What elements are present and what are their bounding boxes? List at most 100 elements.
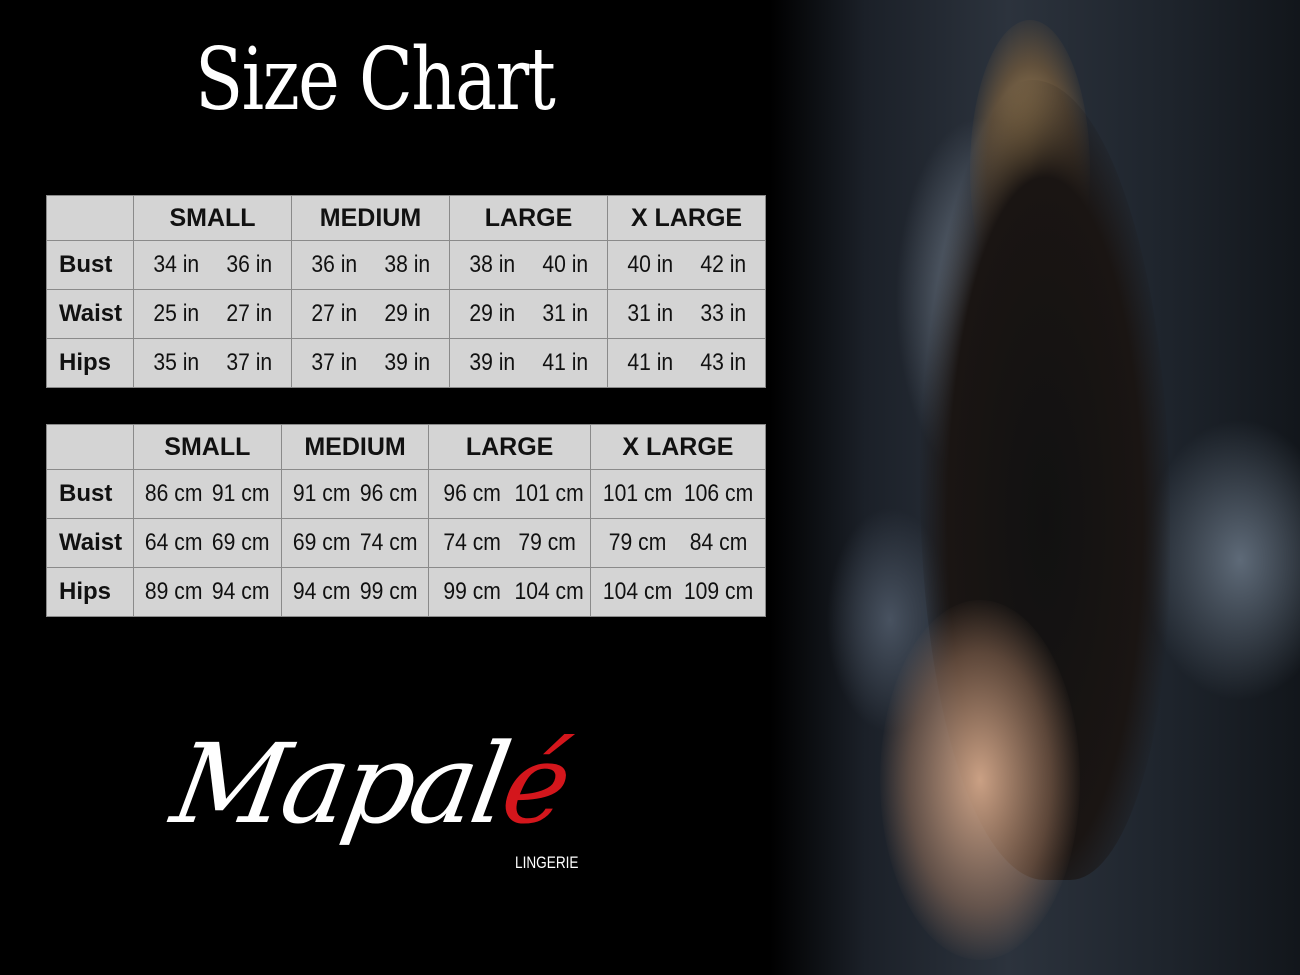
size-header: SMALL (133, 424, 282, 470)
size-range-cell: 91 cm 96 cm (280, 469, 430, 519)
size-range-cell: 27 in 29 in (291, 289, 450, 339)
max-value: 38 in (383, 251, 430, 278)
max-value: 33 in (699, 300, 746, 327)
max-value: 94 cm (212, 578, 270, 605)
min-value: 99 cm (443, 578, 502, 605)
size-range-cell: 79 cm 84 cm (589, 518, 767, 568)
size-range-cell: 36 in 38 in (291, 240, 450, 290)
size-range-cell: 74 cm 79 cm (428, 518, 591, 568)
size-table-inches: SMALL MEDIUM LARGE X LARGE Bust 34 in 36 in 36 … (46, 195, 766, 388)
max-value: 109 cm (683, 578, 754, 605)
min-value: 64 cm (144, 529, 203, 556)
brand-logo: Mapalé (164, 720, 577, 848)
table-row: Hips 89 cm 94 cm 94 cm 99 cm 99 cm 104 cm 104 c… (46, 567, 767, 617)
table-row: Bust 34 in 36 in 36 in 38 in 38 in 40 in 40 in 4… (46, 240, 766, 290)
row-label: Hips (46, 338, 134, 388)
min-value: 96 cm (443, 480, 502, 507)
corner-cell (46, 424, 134, 470)
min-value: 38 in (469, 251, 516, 278)
min-value: 36 in (311, 251, 358, 278)
max-value: 29 in (383, 300, 430, 327)
max-value: 43 in (699, 349, 746, 376)
min-value: 40 in (627, 251, 674, 278)
size-range-cell: 99 cm 104 cm (428, 567, 591, 617)
logo-text: Mapal (163, 720, 516, 848)
size-range-cell: 29 in 31 in (449, 289, 608, 339)
size-header: X LARGE (589, 424, 767, 470)
min-value: 104 cm (602, 578, 672, 605)
max-value: 36 in (225, 251, 272, 278)
corner-cell (46, 195, 134, 241)
size-range-cell: 37 in 39 in (291, 338, 450, 388)
min-value: 29 in (469, 300, 516, 327)
size-range-cell: 64 cm 69 cm (133, 518, 282, 568)
row-label: Bust (46, 240, 134, 290)
size-range-cell: 96 cm 101 cm (428, 469, 591, 519)
size-header: LARGE (449, 195, 608, 241)
max-value: 91 cm (212, 480, 270, 507)
max-value: 40 in (541, 251, 588, 278)
size-range-cell: 94 cm 99 cm (280, 567, 430, 617)
max-value: 37 in (225, 349, 272, 376)
size-header: MEDIUM (291, 195, 450, 241)
table-row: Bust 86 cm 91 cm 91 cm 96 cm 96 cm 101 cm 101 c… (46, 469, 767, 519)
size-range-cell: 41 in 43 in (607, 338, 766, 388)
header-row: SMALL MEDIUM LARGE X LARGE (46, 424, 767, 470)
size-range-cell: 38 in 40 in (449, 240, 608, 290)
size-range-cell: 39 in 41 in (449, 338, 608, 388)
min-value: 31 in (627, 300, 674, 327)
min-value: 69 cm (292, 529, 351, 556)
row-label: Waist (46, 518, 134, 568)
max-value: 31 in (541, 300, 588, 327)
size-range-cell: 86 cm 91 cm (133, 469, 282, 519)
max-value: 84 cm (689, 529, 748, 556)
size-range-cell: 69 cm 74 cm (280, 518, 430, 568)
table-row: Hips 35 in 37 in 37 in 39 in 39 in 41 in 41 in 4… (46, 338, 766, 388)
min-value: 91 cm (292, 480, 351, 507)
size-range-cell: 89 cm 94 cm (133, 567, 282, 617)
max-value: 104 cm (514, 578, 584, 605)
min-value: 25 in (153, 300, 200, 327)
row-label: Hips (46, 567, 134, 617)
logo-subtitle: LINGERIE (515, 853, 579, 872)
max-value: 74 cm (359, 529, 418, 556)
min-value: 37 in (311, 349, 358, 376)
size-table-cm: SMALL MEDIUM LARGE X LARGE Bust 86 cm 91 cm 91 … (46, 424, 767, 617)
min-value: 89 cm (144, 578, 203, 605)
size-range-cell: 25 in 27 in (133, 289, 292, 339)
max-value: 39 in (383, 349, 430, 376)
size-range-cell: 35 in 37 in (133, 338, 292, 388)
min-value: 27 in (311, 300, 358, 327)
size-range-cell: 40 in 42 in (607, 240, 766, 290)
min-value: 34 in (153, 251, 200, 278)
max-value: 99 cm (359, 578, 418, 605)
min-value: 86 cm (144, 480, 203, 507)
min-value: 39 in (469, 349, 516, 376)
size-range-cell: 101 cm 106 cm (589, 469, 767, 519)
table-row: Waist 64 cm 69 cm 69 cm 74 cm 74 cm 79 cm 79 cm… (46, 518, 767, 568)
photo-skin (880, 600, 1080, 960)
max-value: 27 in (225, 300, 272, 327)
max-value: 69 cm (212, 529, 270, 556)
size-header: X LARGE (607, 195, 766, 241)
min-value: 79 cm (608, 529, 667, 556)
max-value: 96 cm (359, 480, 418, 507)
min-value: 35 in (153, 349, 200, 376)
row-label: Bust (46, 469, 134, 519)
model-photo (770, 0, 1300, 975)
size-header: MEDIUM (280, 424, 430, 470)
size-range-cell: 104 cm 109 cm (589, 567, 767, 617)
min-value: 74 cm (443, 529, 502, 556)
size-range-cell: 31 in 33 in (607, 289, 766, 339)
header-row: SMALL MEDIUM LARGE X LARGE (46, 195, 766, 241)
min-value: 101 cm (602, 480, 672, 507)
max-value: 106 cm (683, 480, 754, 507)
row-label: Waist (46, 289, 134, 339)
size-header: LARGE (428, 424, 591, 470)
page-title: Size Chart (195, 30, 556, 130)
min-value: 41 in (627, 349, 674, 376)
size-range-cell: 34 in 36 in (133, 240, 292, 290)
max-value: 79 cm (517, 529, 576, 556)
min-value: 94 cm (292, 578, 351, 605)
max-value: 101 cm (514, 480, 584, 507)
